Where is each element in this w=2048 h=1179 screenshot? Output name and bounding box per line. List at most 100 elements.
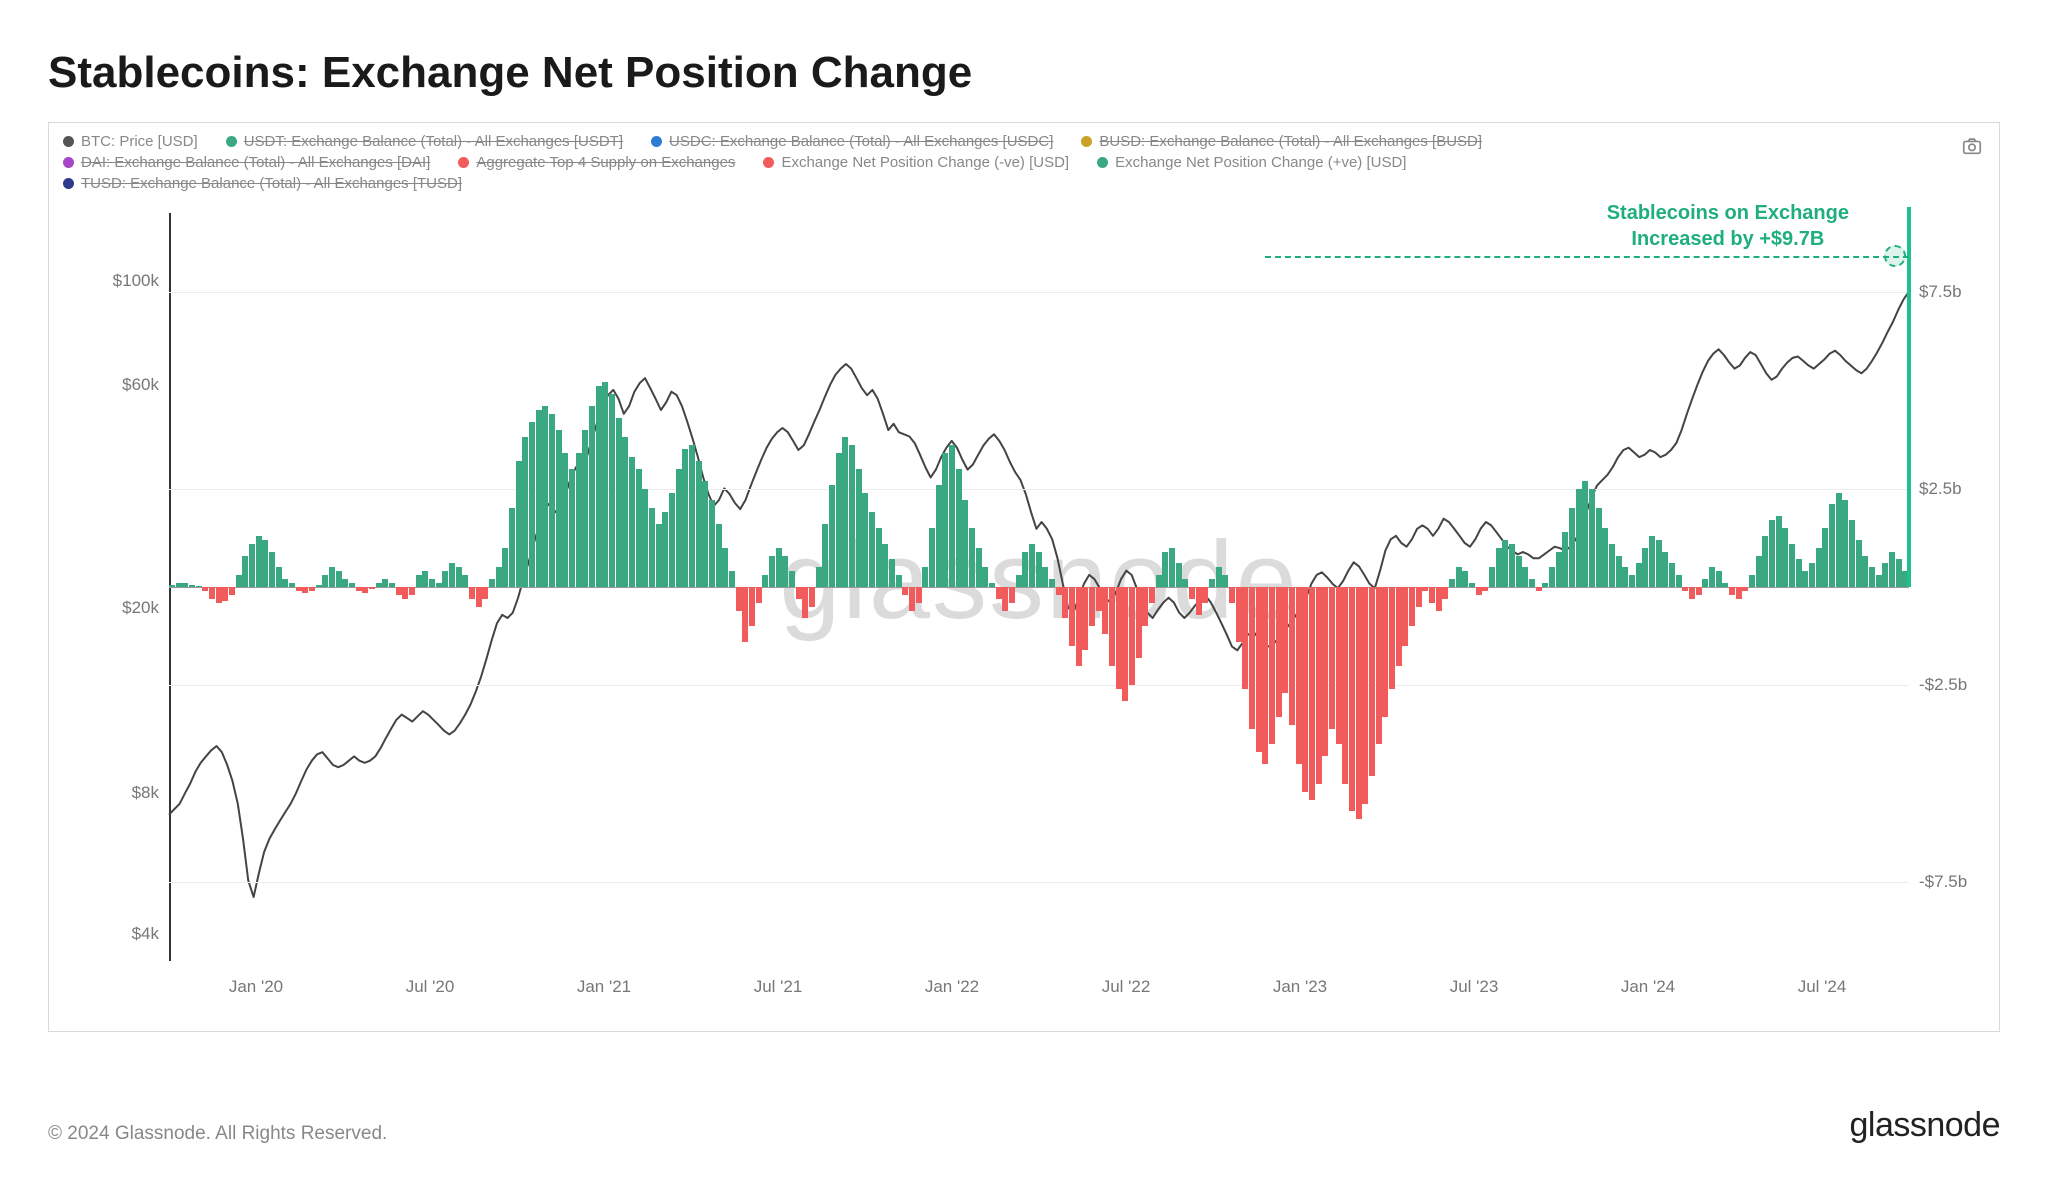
net-position-bar — [1502, 540, 1508, 587]
legend-item[interactable]: USDT: Exchange Balance (Total) - All Exc… — [226, 133, 623, 150]
left-y-tick-label: $100k — [113, 271, 159, 291]
legend-item[interactable]: BTC: Price [USD] — [63, 133, 198, 150]
net-position-bar — [1756, 556, 1762, 587]
legend: BTC: Price [USD] USDT: Exchange Balance (… — [49, 123, 1999, 200]
annotation-text-line2: Increased by +$9.7B — [1607, 226, 1849, 252]
net-position-bar — [1096, 587, 1102, 611]
net-position-bar — [1702, 579, 1708, 587]
net-position-bar — [349, 583, 355, 587]
net-position-bar — [389, 583, 395, 587]
net-position-bar — [1482, 587, 1488, 591]
net-position-bar — [782, 556, 788, 587]
net-position-bar — [729, 571, 735, 587]
right-y-tick-label: $2.5b — [1919, 479, 1962, 499]
right-y-tick-label: $7.5b — [1919, 282, 1962, 302]
plot-area: glassnode -$7.5b-$2.5b$2.5b$7.5b$4k$8k$2… — [169, 213, 1909, 961]
x-tick-label: Jul '21 — [754, 977, 803, 997]
net-position-bar — [562, 453, 568, 587]
net-position-bar — [956, 469, 962, 587]
net-position-bar — [476, 587, 482, 607]
net-position-bar — [1376, 587, 1382, 744]
legend-item[interactable]: Aggregate Top 4 Supply on Exchanges — [458, 154, 735, 171]
legend-item[interactable]: Exchange Net Position Change (+ve) [USD] — [1097, 154, 1406, 171]
net-position-bar — [862, 493, 868, 587]
net-position-bar — [456, 567, 462, 587]
net-position-bar — [996, 587, 1002, 599]
net-position-bar — [396, 587, 402, 595]
legend-swatch — [63, 178, 74, 189]
legend-item[interactable]: TUSD: Exchange Balance (Total) - All Exc… — [63, 175, 462, 192]
net-position-bar — [1062, 587, 1068, 618]
legend-label: Exchange Net Position Change (-ve) [USD] — [781, 154, 1069, 171]
screenshot-icon[interactable] — [1961, 135, 1983, 162]
net-position-bar — [1769, 520, 1775, 587]
net-position-bar — [1029, 544, 1035, 587]
legend-item[interactable]: BUSD: Exchange Balance (Total) - All Exc… — [1081, 133, 1482, 150]
net-position-bar — [1449, 579, 1455, 587]
net-position-bar — [1282, 587, 1288, 693]
net-position-bar — [809, 587, 815, 607]
net-position-bar — [1256, 587, 1262, 752]
net-position-bar — [916, 587, 922, 603]
legend-item[interactable]: USDC: Exchange Balance (Total) - All Exc… — [651, 133, 1053, 150]
net-position-bar — [689, 445, 695, 587]
net-position-bar — [1289, 587, 1295, 725]
net-position-bar — [982, 567, 988, 587]
net-position-bar — [222, 587, 228, 601]
net-position-bar — [469, 587, 475, 599]
net-position-bar — [256, 536, 262, 587]
net-position-bar — [1536, 587, 1542, 591]
copyright-text: © 2024 Glassnode. All Rights Reserved. — [48, 1123, 387, 1145]
net-position-bar — [1749, 575, 1755, 587]
legend-item[interactable]: DAI: Exchange Balance (Total) - All Exch… — [63, 154, 430, 171]
net-position-bar — [1676, 575, 1682, 587]
net-position-bar — [576, 453, 582, 587]
net-position-bar — [1369, 587, 1375, 776]
net-position-bar — [1469, 583, 1475, 587]
net-position-bar — [1176, 563, 1182, 587]
net-position-bar — [1269, 587, 1275, 744]
annotation-text: Stablecoins on ExchangeIncreased by +$9.… — [1607, 200, 1849, 252]
net-position-bar — [382, 579, 388, 587]
net-position-bar — [589, 406, 595, 587]
net-position-bar — [249, 544, 255, 587]
net-position-bar — [1429, 587, 1435, 603]
net-position-bar — [316, 585, 322, 587]
left-y-tick-label: $4k — [132, 924, 159, 944]
net-position-bar — [556, 430, 562, 587]
net-position-bar — [1729, 587, 1735, 595]
net-position-bar — [302, 587, 308, 593]
net-position-bar — [1409, 587, 1415, 626]
net-position-bar — [236, 575, 242, 587]
net-position-bar — [1862, 556, 1868, 587]
legend-swatch — [1097, 157, 1108, 168]
x-tick-label: Jul '24 — [1798, 977, 1847, 997]
net-position-bar — [1002, 587, 1008, 611]
net-position-bar — [1869, 567, 1875, 587]
x-tick-label: Jan '21 — [577, 977, 631, 997]
net-position-bar — [869, 512, 875, 587]
x-tick-label: Jul '20 — [406, 977, 455, 997]
net-position-bar — [362, 587, 368, 593]
net-position-bar — [1569, 508, 1575, 587]
net-position-bar — [669, 493, 675, 587]
net-position-bar — [1109, 587, 1115, 666]
net-position-bar — [1696, 587, 1702, 595]
legend-item[interactable]: Exchange Net Position Change (-ve) [USD] — [763, 154, 1069, 171]
net-position-bar — [609, 394, 615, 587]
net-position-bar — [549, 414, 555, 587]
net-position-bar — [1162, 552, 1168, 587]
net-position-bar — [1402, 587, 1408, 646]
net-position-bar — [216, 587, 222, 603]
net-position-bar — [1322, 587, 1328, 756]
net-position-bar — [1622, 567, 1628, 587]
net-position-bar — [742, 587, 748, 642]
x-tick-label: Jan '23 — [1273, 977, 1327, 997]
net-position-bar — [1276, 587, 1282, 717]
net-position-bar — [736, 587, 742, 611]
legend-swatch — [63, 157, 74, 168]
net-position-bar — [1849, 520, 1855, 587]
annotation-text-line1: Stablecoins on Exchange — [1607, 200, 1849, 226]
net-position-bar — [1182, 579, 1188, 587]
net-position-bar — [402, 587, 408, 599]
